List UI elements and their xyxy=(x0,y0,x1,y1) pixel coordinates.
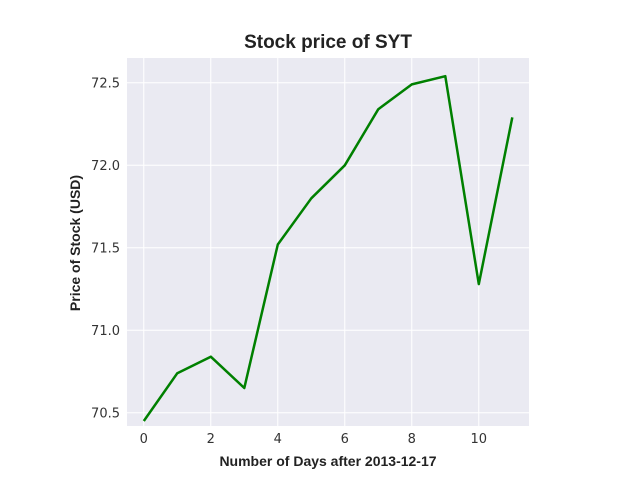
x-tick-label: 4 xyxy=(274,432,282,447)
x-tick-label: 0 xyxy=(140,432,148,447)
x-tick-label: 10 xyxy=(470,432,487,447)
y-tick-label: 72.0 xyxy=(91,159,120,174)
y-axis-label: Price of Stock (USD) xyxy=(67,175,83,311)
y-tick-labels: 70.5 71.0 71.5 72.0 72.5 xyxy=(91,76,120,421)
chart-title: Stock price of SYT xyxy=(244,32,412,53)
x-tick-label: 2 xyxy=(207,432,215,447)
plot-background xyxy=(127,58,529,426)
x-tick-label: 6 xyxy=(341,432,349,447)
y-tick-label: 71.5 xyxy=(91,241,120,256)
grid-lines xyxy=(127,58,529,426)
x-axis-label: Number of Days after 2013-12-17 xyxy=(219,453,436,469)
y-tick-label: 70.5 xyxy=(91,406,120,421)
x-tick-label: 8 xyxy=(408,432,416,447)
y-tick-label: 71.0 xyxy=(91,324,120,339)
series-line xyxy=(142,74,514,422)
x-tick-labels: 0 2 4 6 8 10 xyxy=(140,432,487,447)
y-tick-label: 72.5 xyxy=(91,76,120,91)
